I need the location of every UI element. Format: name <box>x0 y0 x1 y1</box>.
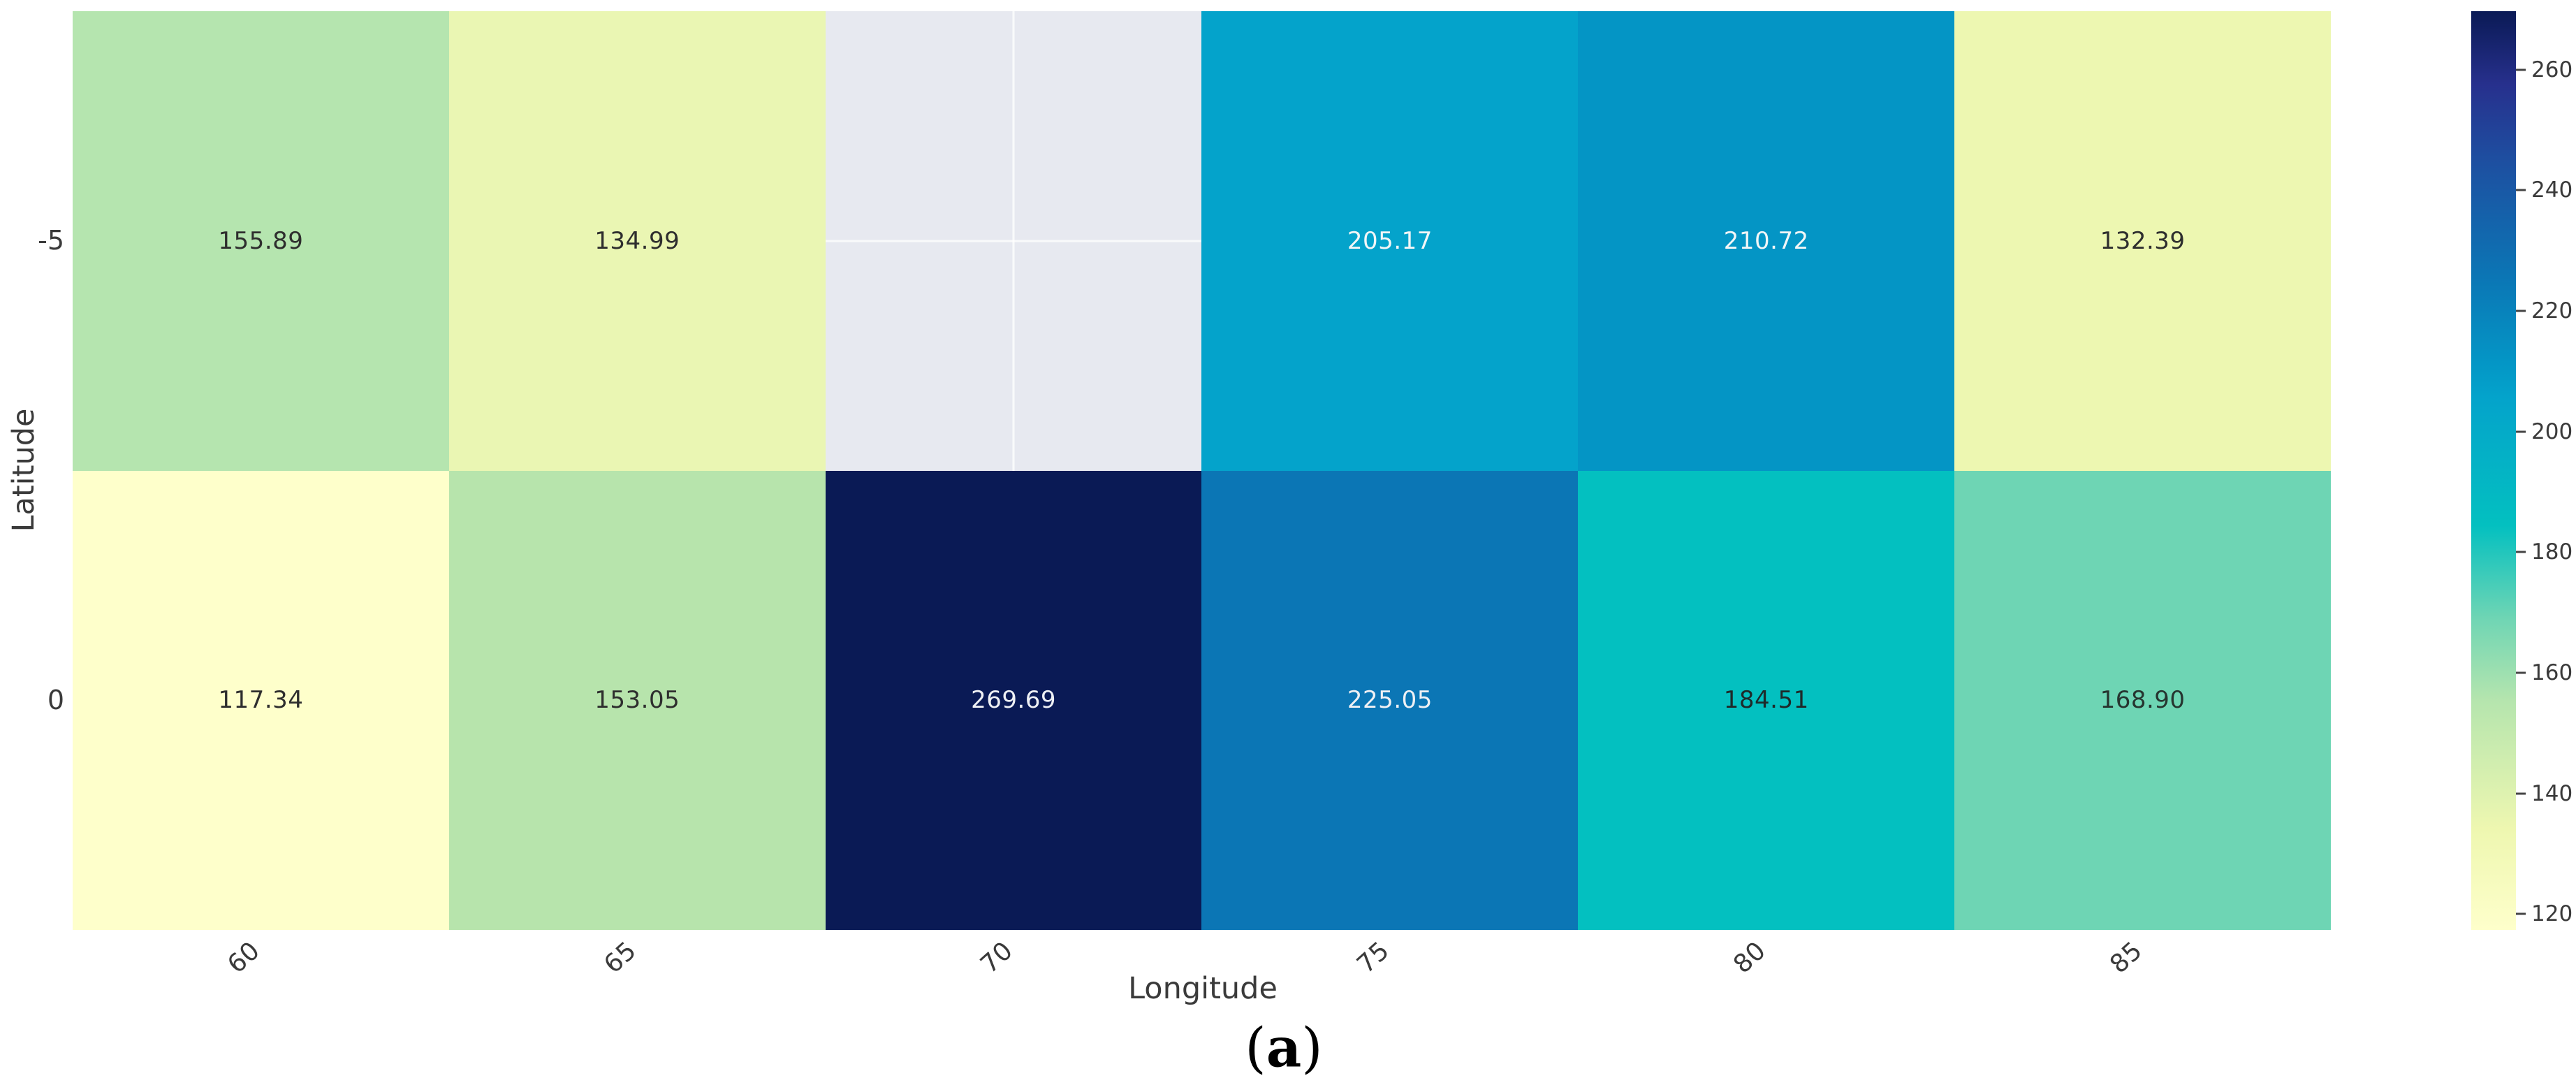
x-tick-label: 80 <box>1728 936 1771 980</box>
y-tick-label: 0 <box>47 685 64 715</box>
heatmap-cell: 155.89 <box>73 11 449 471</box>
heatmap-plot-area: 155.89 134.99 205.17 210.72 132.39 117.3… <box>73 11 2331 930</box>
cell-value: 153.05 <box>594 686 680 715</box>
cell-value: 184.51 <box>1723 686 1809 715</box>
colorbar-tick-label: 260 <box>2531 57 2573 82</box>
colorbar-tick <box>2516 189 2526 191</box>
x-tick-label: 85 <box>2105 936 2148 980</box>
cell-value: 225.05 <box>1347 686 1433 715</box>
heatmap-cell: 184.51 <box>1578 470 1955 930</box>
colorbar-tick <box>2516 792 2526 795</box>
heatmap-cell: 132.39 <box>1954 11 2331 471</box>
heatmap-cell: 134.99 <box>448 11 826 471</box>
caption-close-paren: ) <box>1301 1017 1323 1080</box>
heatmap-cell: 225.05 <box>1201 470 1579 930</box>
colorbar-tick <box>2516 912 2526 915</box>
caption-letter: a <box>1266 1016 1302 1080</box>
x-tick-label: 70 <box>975 936 1018 980</box>
heatmap-cell-missing <box>825 11 1202 471</box>
cell-value: 155.89 <box>218 226 304 255</box>
colorbar-tick-label: 160 <box>2531 660 2573 685</box>
colorbar-tick-label: 140 <box>2531 781 2573 806</box>
colorbar-tick-label: 220 <box>2531 298 2573 323</box>
colorbar-tick-label: 200 <box>2531 419 2573 444</box>
y-axis-title: Latitude <box>6 408 41 532</box>
cell-value: 269.69 <box>971 686 1057 715</box>
heatmap-cell: 205.17 <box>1201 11 1579 471</box>
heatmap-cell: 168.90 <box>1954 470 2331 930</box>
x-axis-title: Longitude <box>1128 971 1278 1006</box>
colorbar-tick <box>2516 551 2526 553</box>
cell-value: 132.39 <box>2100 226 2186 255</box>
heatmap-cell: 269.69 <box>825 470 1202 930</box>
subfigure-caption: (a) <box>1245 1017 1322 1080</box>
colorbar-tick-label: 180 <box>2531 539 2573 565</box>
cell-value: 168.90 <box>2100 686 2186 715</box>
caption-open-paren: ( <box>1245 1017 1266 1080</box>
colorbar-tick-label: 240 <box>2531 177 2573 203</box>
colorbar <box>2471 11 2516 930</box>
x-tick-label: 75 <box>1352 936 1395 980</box>
x-tick-label: 60 <box>222 936 265 980</box>
y-tick-label: -5 <box>38 225 64 256</box>
colorbar-tick-label: 120 <box>2531 901 2573 926</box>
colorbar-tick <box>2516 310 2526 312</box>
colorbar-tick <box>2516 671 2526 674</box>
heatmap-cell: 210.72 <box>1578 11 1955 471</box>
cell-value: 117.34 <box>218 686 304 715</box>
colorbar-tick <box>2516 430 2526 433</box>
cell-value: 134.99 <box>594 226 680 255</box>
heatmap-cell: 117.34 <box>73 470 449 930</box>
cell-value: 210.72 <box>1723 226 1809 255</box>
cell-value: 205.17 <box>1347 226 1433 255</box>
heatmap-cell: 153.05 <box>448 470 826 930</box>
x-tick-label: 65 <box>599 936 642 980</box>
colorbar-tick <box>2516 68 2526 71</box>
